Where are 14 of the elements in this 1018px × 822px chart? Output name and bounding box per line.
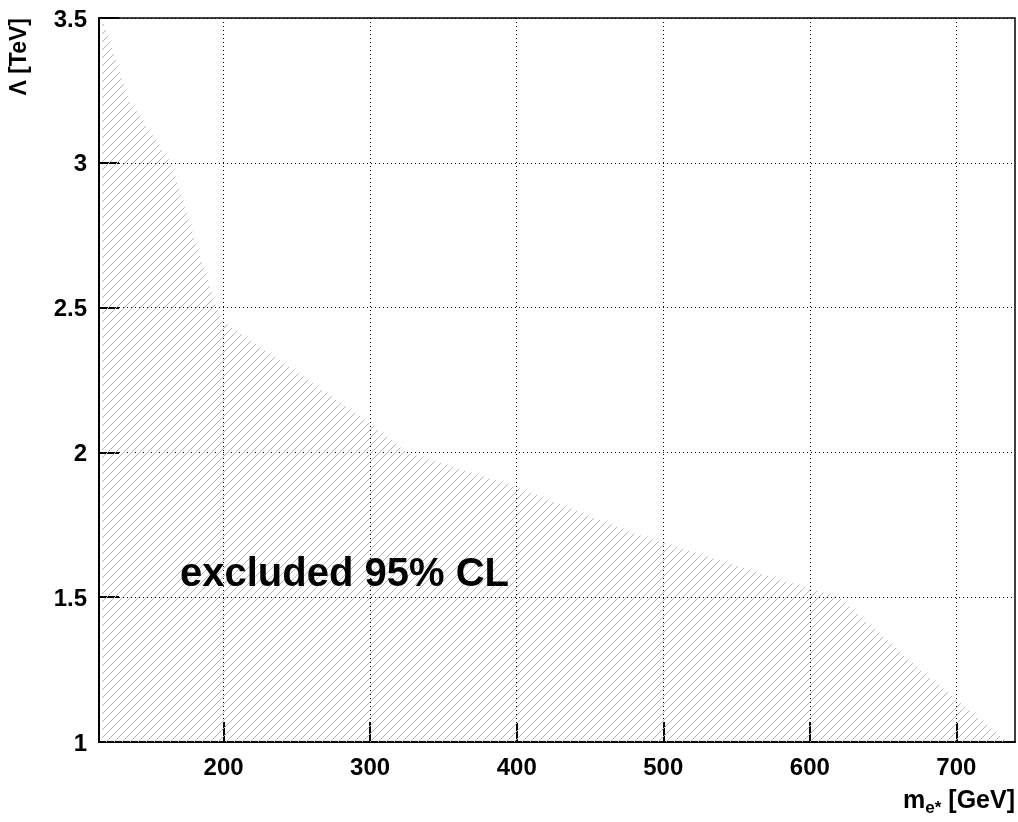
y-tick-label: 2: [73, 438, 87, 466]
y-axis-title: Λ [TeV]: [5, 18, 31, 96]
y-tick-label: 3: [73, 149, 87, 177]
x-tick-label: 200: [203, 752, 244, 780]
y-tick-label: 3.5: [53, 4, 87, 32]
x-tick-label: 600: [789, 752, 830, 780]
x-tick-label: 500: [643, 752, 684, 780]
x-tick-label: 300: [350, 752, 391, 780]
x-tick-label: 400: [496, 752, 537, 780]
y-tick-label: 1: [73, 728, 87, 756]
annotation: excluded 95% CL: [180, 550, 510, 594]
y-tick-label: 2.5: [53, 294, 87, 322]
x-tick-label: 700: [936, 752, 977, 780]
y-tick-label: 1.5: [53, 583, 87, 611]
